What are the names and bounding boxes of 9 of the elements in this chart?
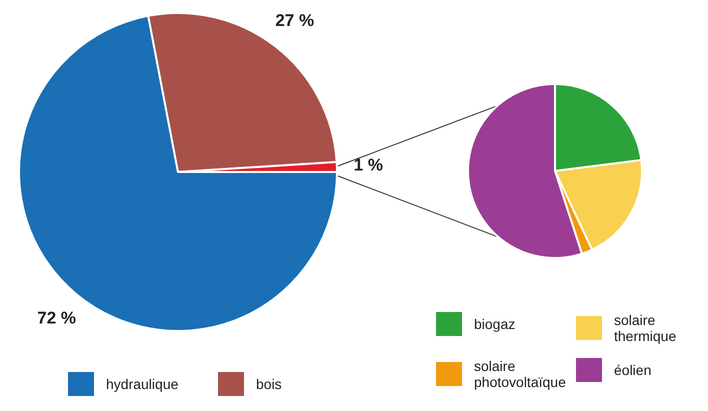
legend-label: solaire thermique: [614, 312, 678, 344]
data-label: 1 %: [354, 156, 383, 175]
legend-label: bois: [256, 376, 283, 392]
legend-label: biogaz: [474, 316, 516, 332]
data-label: 72 %: [37, 308, 76, 328]
data-label: 27 %: [275, 11, 314, 30]
legend-label: éolien: [614, 362, 652, 378]
legend-label: solaire photovoltaïque: [474, 358, 567, 390]
legend-label: hydraulique: [106, 376, 180, 392]
